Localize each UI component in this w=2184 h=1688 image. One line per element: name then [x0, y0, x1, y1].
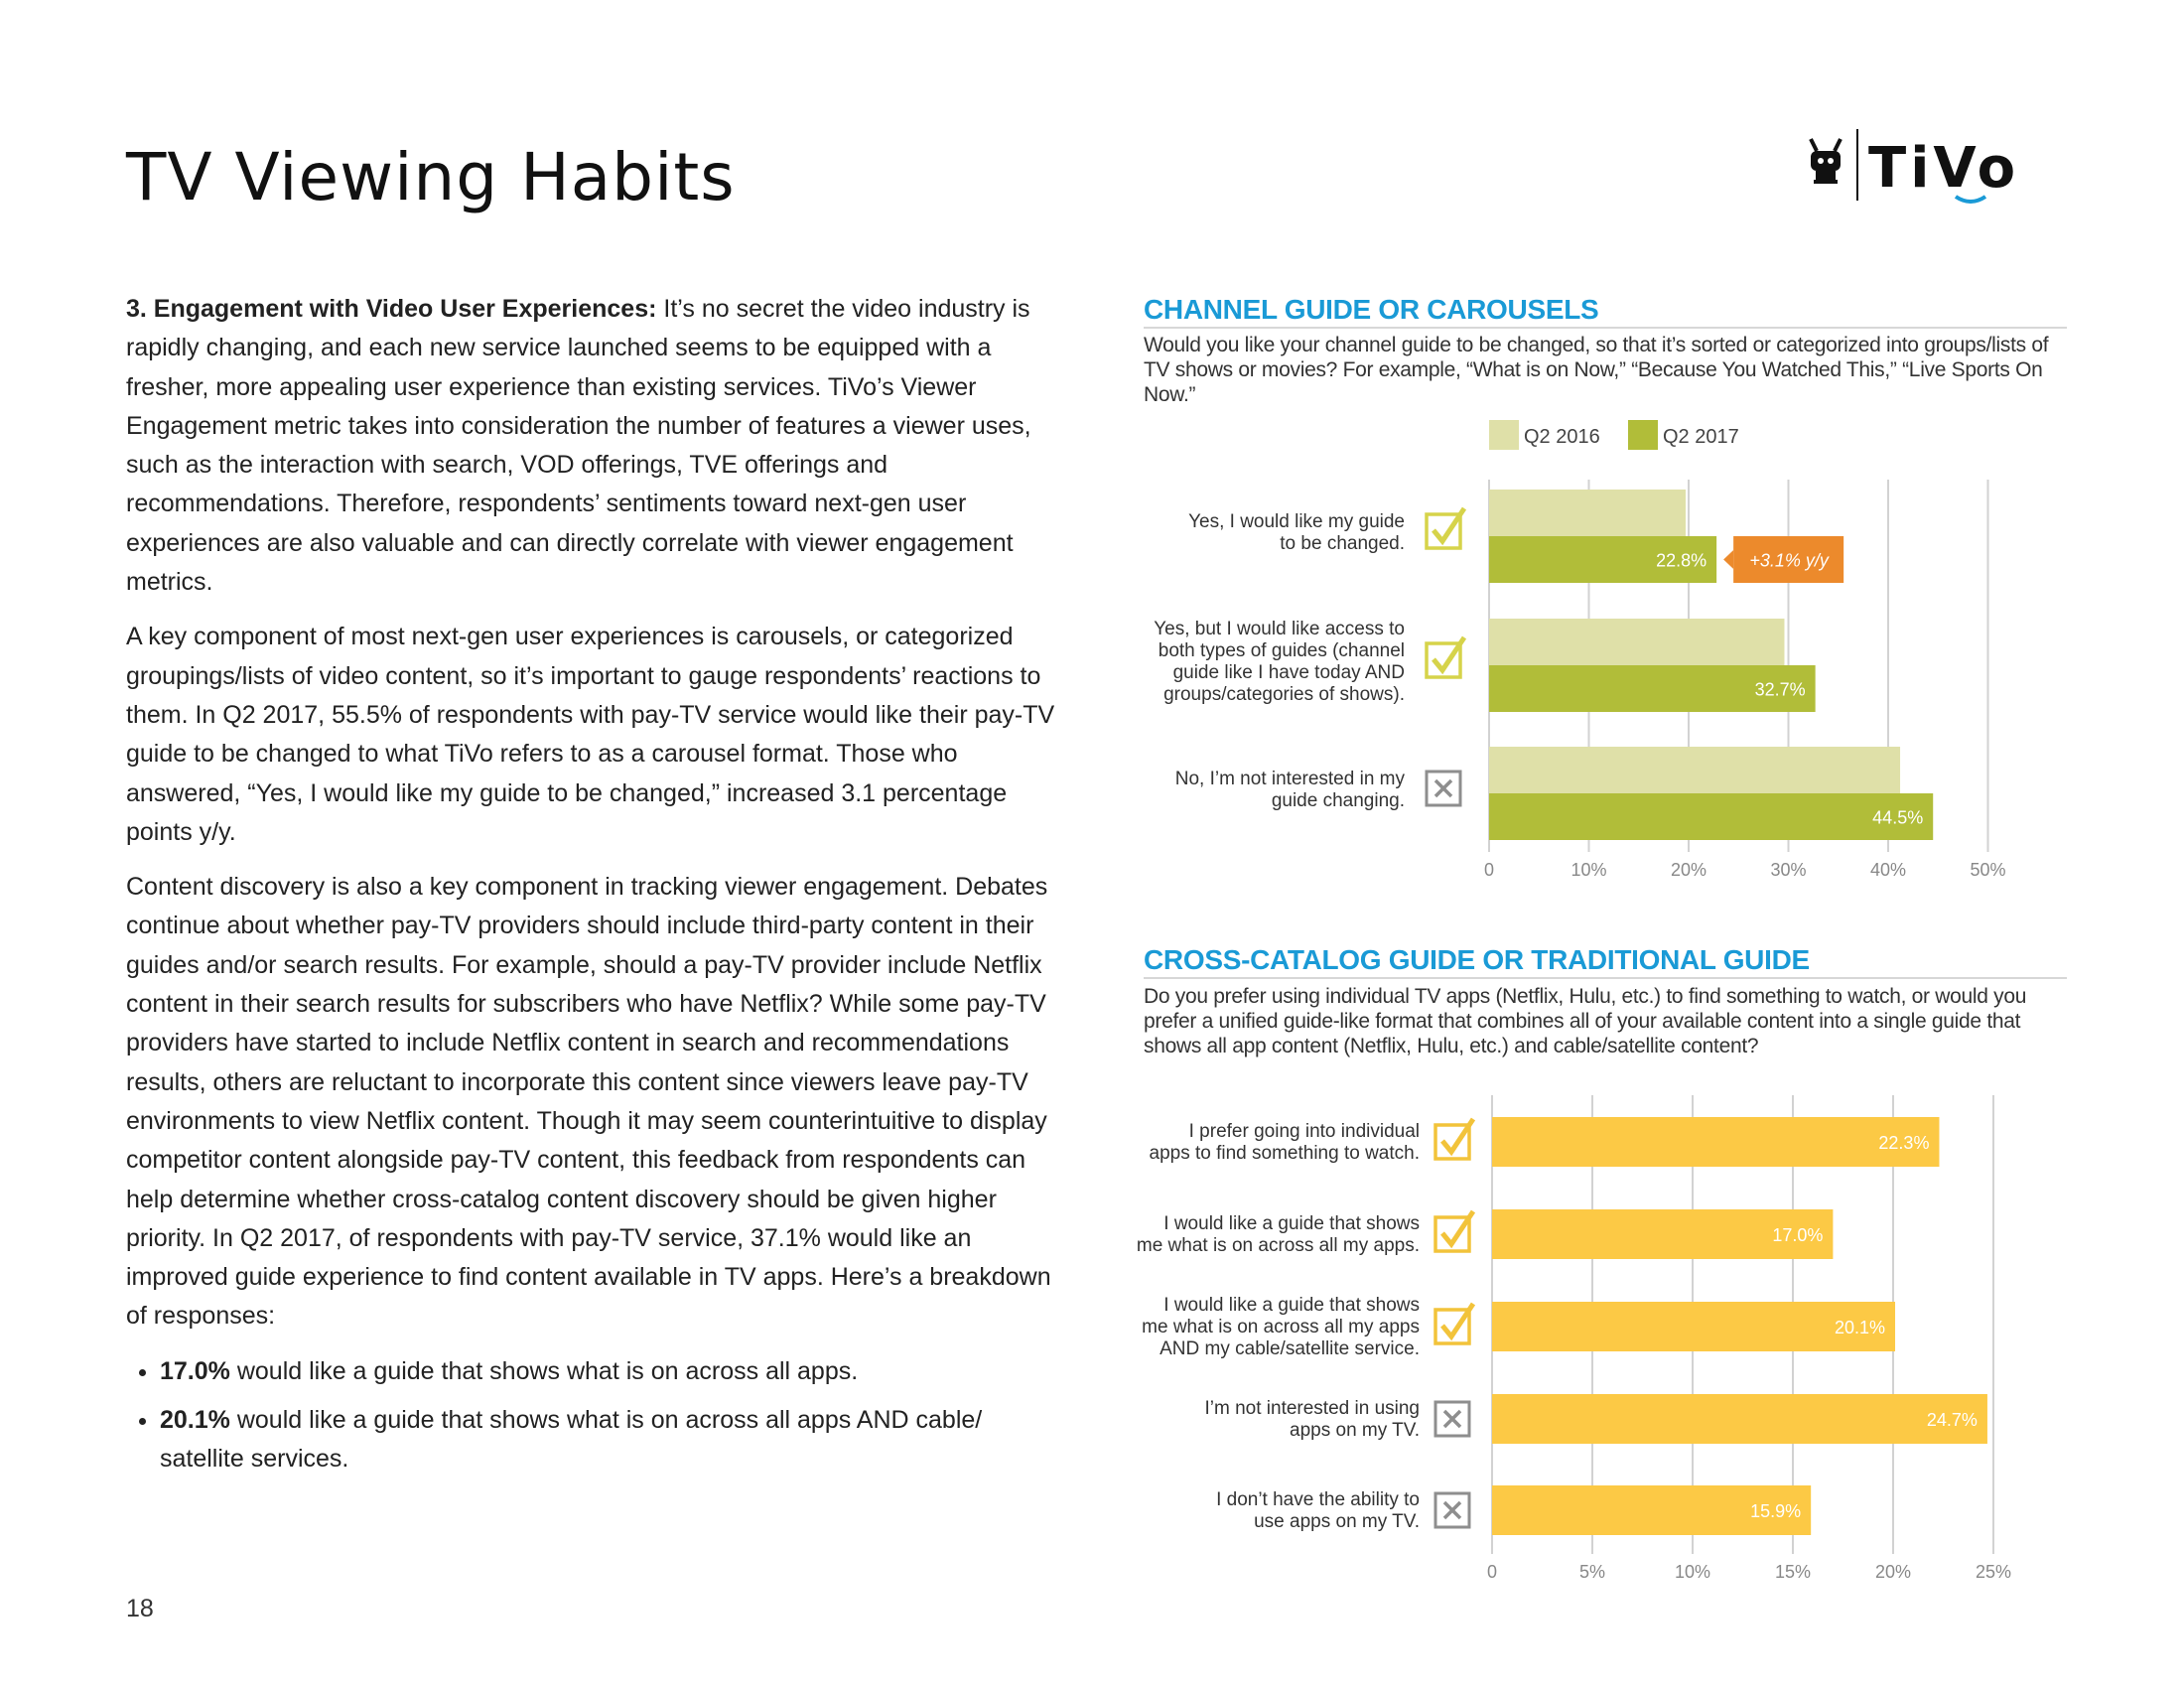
x-icon: [1435, 1493, 1469, 1527]
x-icon: [1435, 1402, 1469, 1436]
category-label: me what is on across all my apps.: [1137, 1235, 1420, 1256]
category-label: I’m not interested in using: [1204, 1398, 1420, 1419]
category-label: me what is on across all my apps: [1142, 1317, 1420, 1337]
bar-value-label: 17.0%: [1772, 1225, 1823, 1245]
check-icon: [1435, 1119, 1473, 1159]
category-label: I would like a guide that shows: [1163, 1213, 1420, 1234]
category-label: I would like a guide that shows: [1163, 1295, 1420, 1316]
category-label: apps to find something to watch.: [1150, 1143, 1421, 1164]
category-label: I prefer going into individual: [1189, 1121, 1420, 1142]
category-label: AND my cable/satellite service.: [1160, 1338, 1420, 1359]
x-tick-label: 10%: [1675, 1562, 1710, 1582]
category-label: apps on my TV.: [1290, 1420, 1420, 1441]
bar-value-label: 24.7%: [1927, 1410, 1978, 1430]
check-icon: [1435, 1211, 1473, 1251]
x-tick-label: 5%: [1579, 1562, 1605, 1582]
x-tick-label: 25%: [1976, 1562, 2011, 1582]
x-tick-label: 15%: [1775, 1562, 1811, 1582]
bar-q2-2017: [1492, 1117, 1939, 1167]
chart2-cross-catalog: 0 5% 10% 15% 20% 25% 22.3% I prefer going into …: [0, 0, 2184, 1688]
category-label: I don’t have the ability to: [1216, 1489, 1420, 1510]
bar-value-label: 15.9%: [1750, 1501, 1801, 1521]
x-tick-label: 0: [1487, 1562, 1497, 1582]
bar-value-label: 20.1%: [1835, 1318, 1885, 1337]
category-label: use apps on my TV.: [1254, 1511, 1420, 1532]
bar-q2-2017: [1492, 1394, 1987, 1444]
x-tick-label: 20%: [1875, 1562, 1911, 1582]
check-icon: [1435, 1304, 1473, 1343]
bar-value-label: 22.3%: [1878, 1133, 1929, 1153]
